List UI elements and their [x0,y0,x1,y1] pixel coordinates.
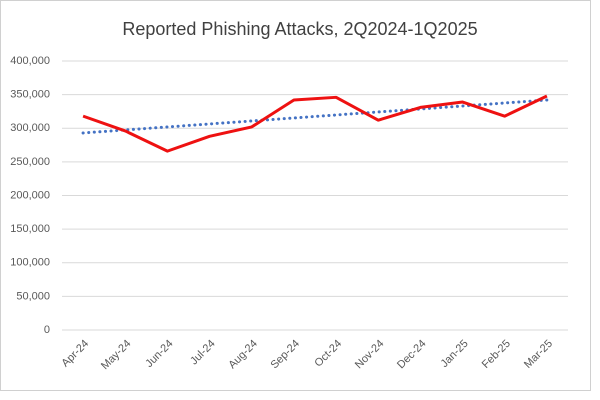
y-tick-label: 250,000 [10,156,50,168]
y-tick-label: 350,000 [10,89,50,101]
y-tick-label: 300,000 [10,122,50,134]
y-tick-label: 50,000 [16,290,50,302]
y-tick-label: 400,000 [10,55,50,67]
chart-title: Reported Phishing Attacks, 2Q2024-1Q2025 [122,19,477,39]
y-tick-label: 150,000 [10,223,50,235]
y-tick-label: 0 [44,324,50,336]
y-tick-label: 200,000 [10,189,50,201]
y-tick-label: 100,000 [10,257,50,269]
data-line [82,94,548,153]
